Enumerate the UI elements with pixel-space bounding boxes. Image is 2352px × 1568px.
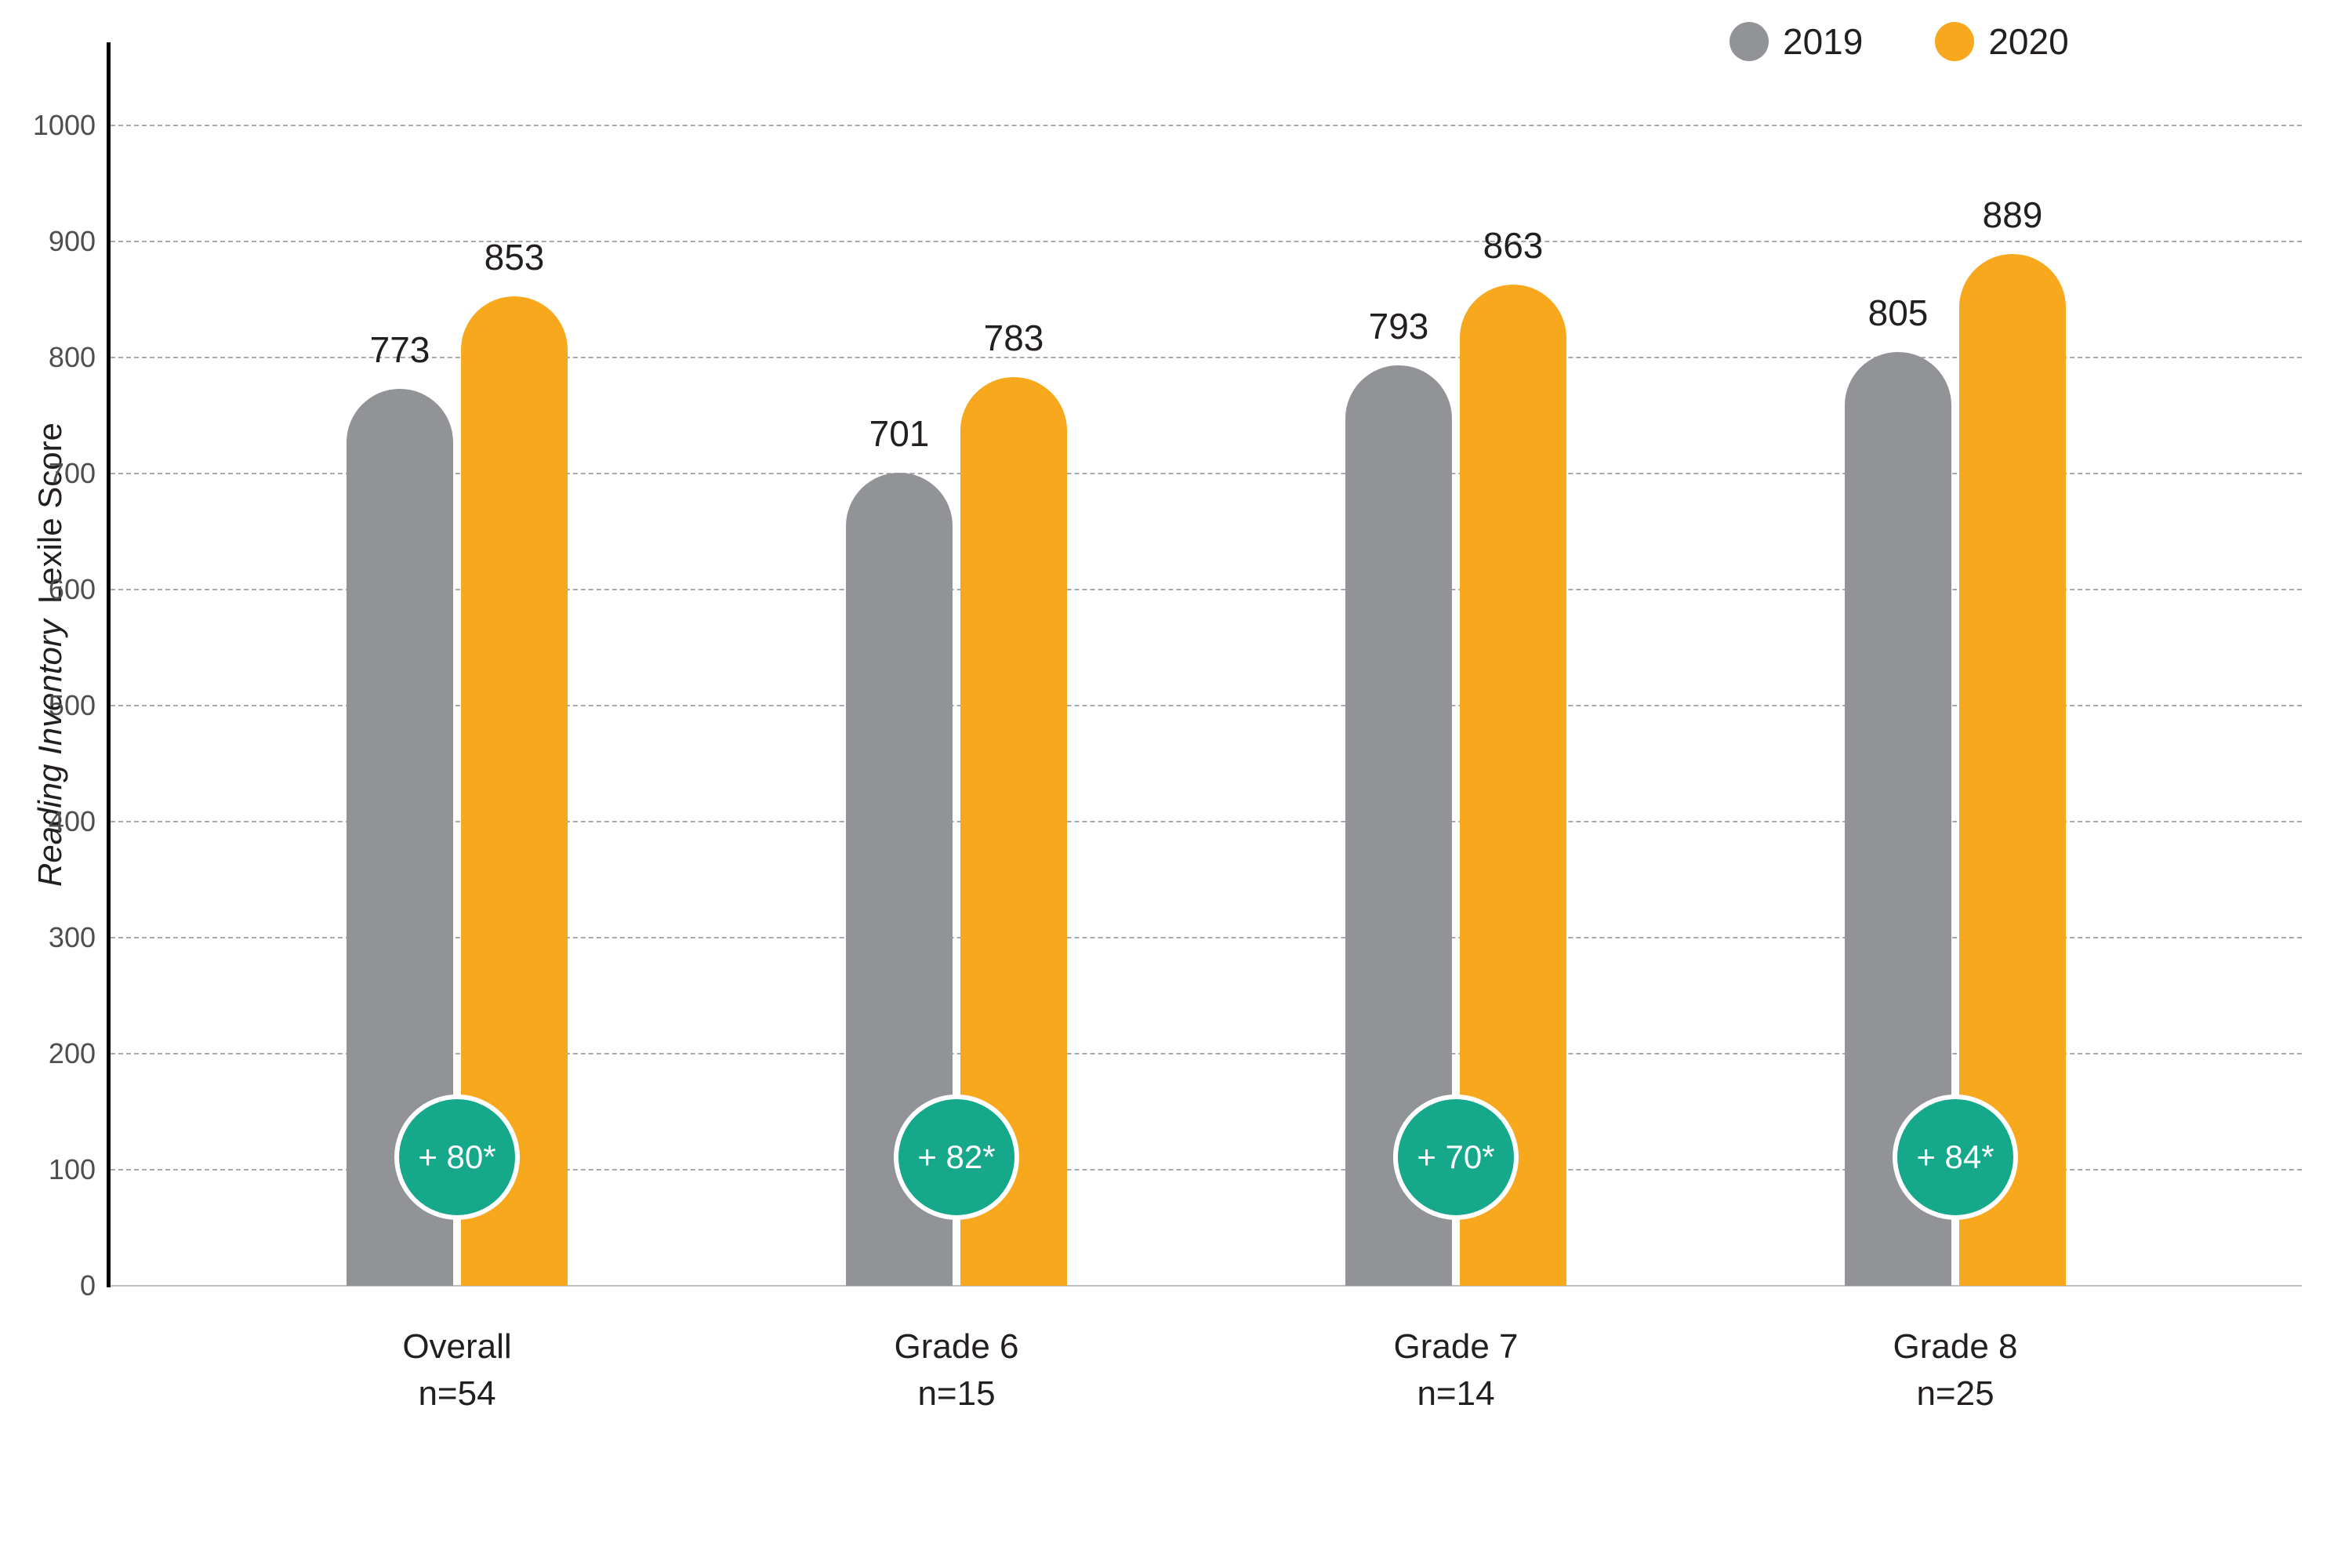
gridline-100	[111, 1169, 2302, 1171]
bar-value-2019-overall: 773	[369, 328, 430, 370]
x-axis-baseline	[111, 1285, 2302, 1287]
y-tick-label-600: 600	[48, 573, 96, 605]
category-name-grade-8: Grade 8	[1893, 1327, 2018, 1366]
legend-dot-2019-icon	[1730, 22, 1769, 61]
gridline-800	[111, 357, 2302, 358]
gridline-400	[111, 821, 2302, 822]
y-tick-label-1000: 1000	[32, 109, 96, 141]
gain-badge-grade-7: + 70*	[1393, 1094, 1519, 1220]
gridline-1000	[111, 125, 2302, 126]
y-tick-label-900: 900	[48, 225, 96, 257]
gridline-500	[111, 705, 2302, 706]
bar-value-2020-overall: 853	[484, 236, 545, 278]
y-tick-label-400: 400	[48, 805, 96, 837]
gridline-300	[111, 937, 2302, 938]
category-name-overall: Overall	[402, 1327, 512, 1366]
legend-item-2020: 2020	[1935, 21, 2069, 62]
category-label-grade-8: Grade 8 n=25	[1893, 1323, 2018, 1417]
y-tick-label-700: 700	[48, 457, 96, 489]
gridline-700	[111, 473, 2302, 474]
category-n-grade-8: n=25	[1916, 1374, 1994, 1413]
bar-value-2019-grade-7: 793	[1368, 306, 1429, 347]
gain-badge-overall: + 80*	[394, 1094, 520, 1220]
bar-value-2020-grade-8: 889	[1982, 194, 2043, 236]
category-n-grade-7: n=14	[1417, 1374, 1495, 1413]
legend-dot-2020-icon	[1935, 22, 1975, 61]
category-n-grade-6: n=15	[917, 1374, 996, 1413]
bar-value-2020-grade-7: 863	[1483, 224, 1544, 266]
y-tick-label-500: 500	[48, 689, 96, 721]
y-tick-label-100: 100	[48, 1153, 96, 1185]
gridline-200	[111, 1053, 2302, 1054]
legend-label-2020: 2020	[1988, 21, 2069, 62]
legend-label-2019: 2019	[1783, 21, 1864, 62]
category-label-grade-7: Grade 7 n=14	[1394, 1323, 1519, 1417]
y-tick-label-0: 0	[79, 1269, 96, 1301]
y-tick-label-300: 300	[48, 921, 96, 953]
y-axis-line	[107, 42, 111, 1287]
category-n-overall: n=54	[418, 1374, 496, 1413]
gain-badge-grade-6: + 82*	[894, 1094, 1019, 1220]
category-label-overall: Overall n=54	[402, 1323, 511, 1417]
category-label-grade-6: Grade 6 n=15	[895, 1323, 1019, 1417]
gridline-900	[111, 241, 2302, 242]
bar-value-2019-grade-8: 805	[1867, 292, 1929, 333]
y-tick-label-800: 800	[48, 341, 96, 373]
category-name-grade-6: Grade 6	[894, 1327, 1019, 1366]
bar-value-2020-grade-6: 783	[983, 318, 1044, 359]
gridline-600	[111, 589, 2302, 590]
bar-value-2019-grade-6: 701	[869, 412, 930, 454]
y-axis-title-italic: Reading Inventory	[31, 619, 68, 887]
legend: 2019 2020	[1730, 22, 2069, 61]
legend-item-2019: 2019	[1730, 22, 1863, 61]
y-tick-label-200: 200	[48, 1037, 96, 1069]
category-name-grade-7: Grade 7	[1393, 1327, 1519, 1366]
gain-badge-grade-8: + 84*	[1893, 1094, 2018, 1220]
